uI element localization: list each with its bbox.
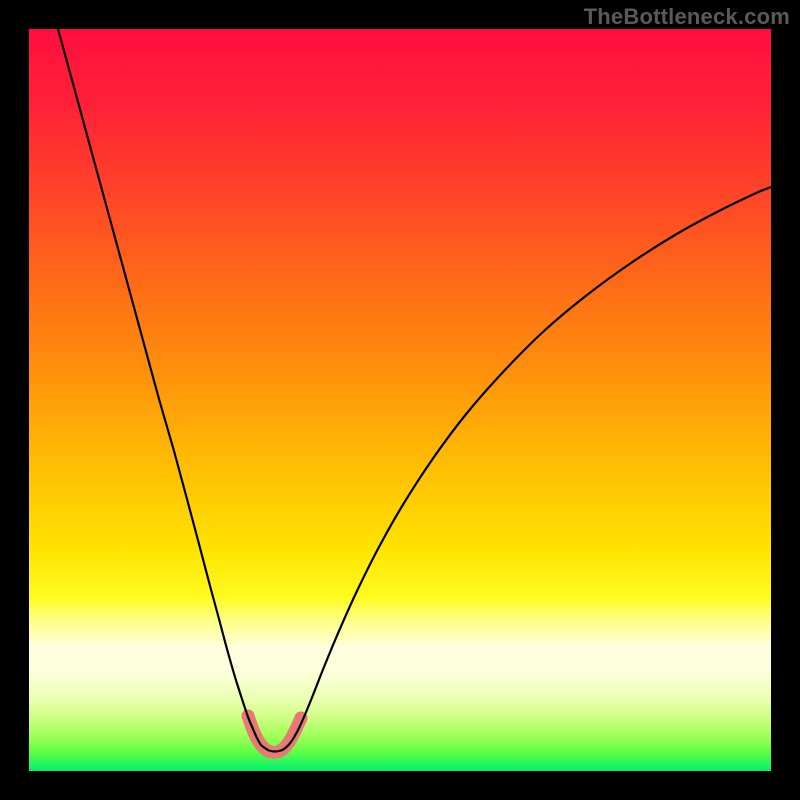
chart-frame: TheBottleneck.com [0,0,800,800]
plot-area [29,29,771,771]
gradient-background [29,29,771,771]
plot-svg [29,29,771,771]
watermark-text: TheBottleneck.com [584,4,790,30]
